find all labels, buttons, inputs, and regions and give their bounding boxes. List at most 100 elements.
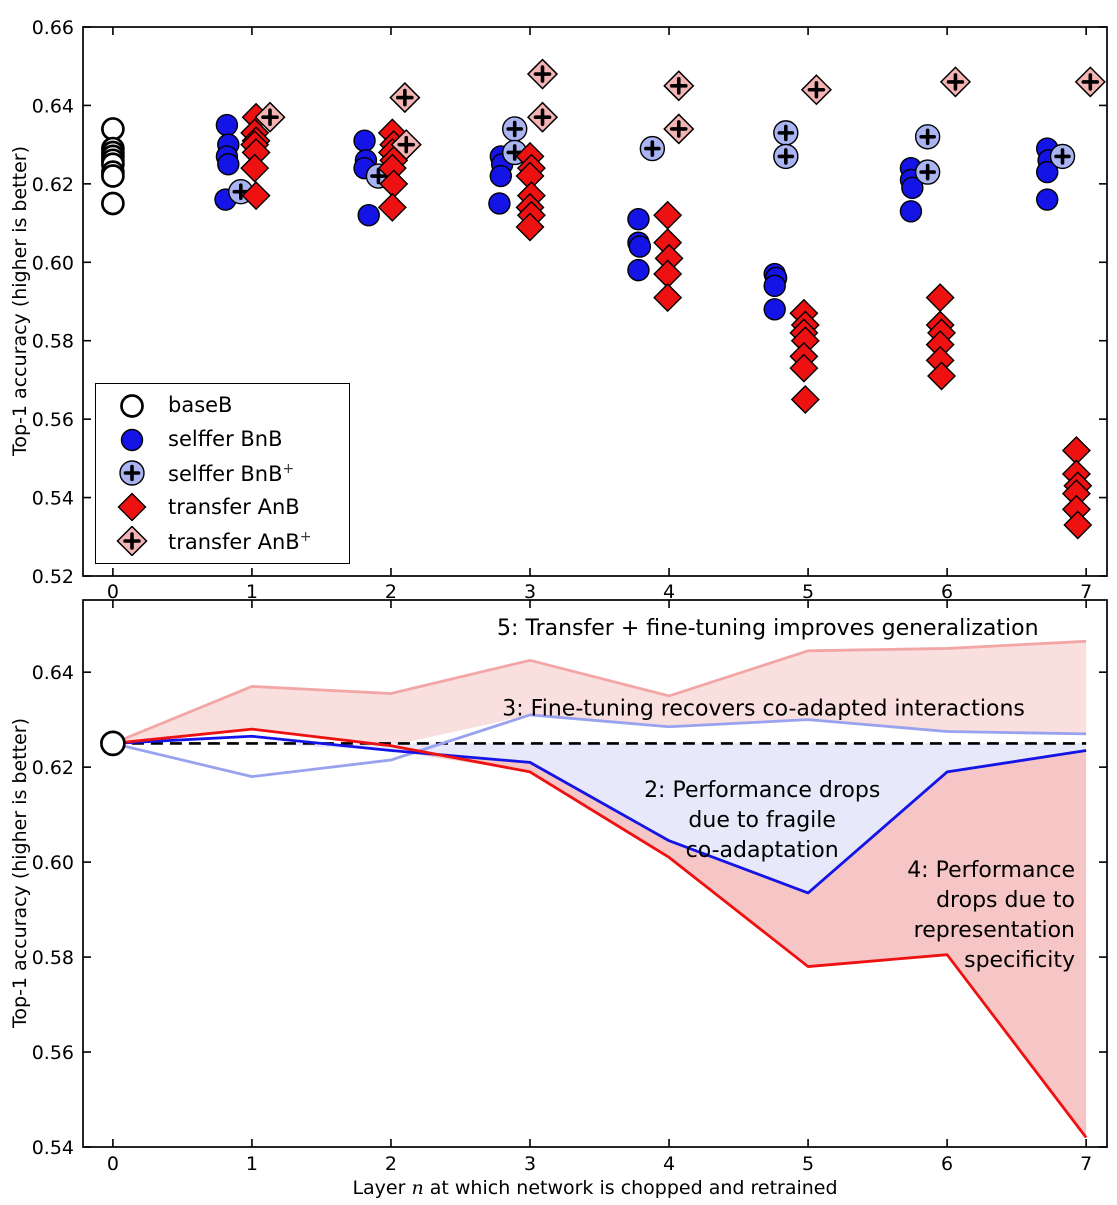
- top-panel-x-tick-label: 7: [1080, 581, 1092, 603]
- annotation-4-line: drops due to: [936, 888, 1075, 913]
- region-2-fragile-coadaptation: [112, 743, 1087, 893]
- line-selffer-BnB-mean: [112, 734, 1087, 895]
- point-selffer-BnB: [217, 153, 240, 176]
- point-transfer-AnB: [790, 385, 820, 415]
- annotation-2-line: co-adaptation: [686, 838, 839, 863]
- bottom-panel-y-tick-label: 0.64: [32, 662, 74, 684]
- top-panel-y-tick-label: 0.54: [32, 488, 74, 510]
- legend-item-selffer-BnB-plus: selffer BnB+: [110, 458, 347, 488]
- line-transfer-AnB-mean: [112, 727, 1088, 1139]
- baseline-marker: [100, 730, 126, 757]
- top-panel-x-tick-label: 0: [107, 581, 119, 603]
- top-panel-y-tick-label: 0.60: [32, 252, 74, 274]
- legend-item-baseB: baseB: [110, 391, 347, 421]
- x-axis-label-post: at which network is chopped and retraine…: [423, 1177, 838, 1199]
- legend-label-superscript: +: [282, 460, 295, 477]
- top-panel-x-tick-label: 1: [246, 581, 258, 603]
- top-panel-x-tick-label: 5: [802, 581, 814, 603]
- bottom-panel-x-tick-label: 1: [246, 1153, 258, 1175]
- legend: baseB selffer BnB selffer BnB+ transfer AnB…: [95, 383, 350, 564]
- annotation-2-line: 2: Performance drops: [644, 778, 880, 803]
- diamond-icon: [117, 492, 147, 522]
- point-selffer-BnB: [763, 274, 786, 298]
- annotation-4-line: specificity: [964, 948, 1075, 973]
- annotation-4-line: 4: Performance: [907, 858, 1075, 883]
- line-selffer-BnBplus-mean: [112, 713, 1087, 779]
- point-transfer-AnB: [240, 153, 270, 183]
- annotation-3-line: 3: Fine-tuning recovers co-adapted inter…: [502, 696, 1025, 721]
- bottom-panel-y-tick-label: 0.60: [32, 852, 74, 874]
- legend-label: transfer AnB+: [168, 528, 312, 554]
- top-panel-y-tick-label: 0.66: [32, 17, 74, 39]
- point-transfer-AnB: [1063, 510, 1093, 540]
- circle-plus-icon: [119, 460, 145, 487]
- bottom-panel-regions: [112, 641, 1087, 1138]
- point-transfer-AnB: [653, 200, 683, 230]
- bottom-panel-y-axis-label: Top-1 accuracy (higher is better): [9, 718, 31, 1028]
- legend-item-transfer-AnB-plus: transfer AnB+: [110, 526, 347, 557]
- bottom-panel-x-tick-label: 7: [1080, 1153, 1092, 1175]
- top-panel-y-tick-label: 0.56: [32, 409, 74, 431]
- point-selffer-BnB: [1036, 160, 1059, 184]
- bottom-panel-y-tick-label: 0.58: [32, 947, 74, 969]
- annotation-2-line: due to fragile: [688, 808, 836, 833]
- top-panel-x-tick-label: 4: [663, 581, 675, 603]
- point-selffer-BnB: [628, 235, 652, 258]
- point-transfer-AnB: [789, 353, 819, 383]
- top-panel-axes: 0 1 2 3 4 5 6 7 0.52 0.54 0.56 0.58 0.60 0.62 0.64 0.66: [32, 17, 1108, 603]
- point-selffer-BnB: [215, 113, 239, 137]
- open-circle-icon: [120, 394, 144, 418]
- top-panel-y-axis-label: Top-1 accuracy (higher is better): [9, 146, 31, 456]
- point-baseB: [101, 117, 125, 141]
- bottom-panel-x-tick-label: 0: [107, 1153, 119, 1175]
- point-selffer-BnB: [489, 164, 513, 188]
- legend-item-selffer-BnB: selffer BnB: [110, 425, 347, 455]
- legend-label: selffer BnB: [168, 427, 283, 452]
- point-selffer-BnB: [899, 200, 923, 223]
- top-panel-y-tick-label: 0.64: [32, 95, 74, 117]
- top-panel-y-tick-label: 0.62: [32, 174, 74, 196]
- bottom-panel-border: [82, 599, 1108, 1148]
- top-panel-x-tick-label: 3: [524, 581, 536, 603]
- legend-label: baseB: [168, 393, 233, 418]
- top-panel-points: [101, 58, 1106, 540]
- point-baseB: [101, 164, 125, 188]
- annotation-4-line: representation: [914, 918, 1075, 943]
- region-4-representation-specificity: [112, 736, 1087, 1138]
- bottom-panel-y-tick-label: 0.54: [32, 1137, 74, 1159]
- bottom-panel-x-tick-label: 4: [663, 1153, 675, 1175]
- annotation-3: 3: Fine-tuning recovers co-adapted inter…: [502, 696, 1025, 721]
- x-axis-label-pre: Layer: [352, 1177, 412, 1199]
- top-panel-border: [82, 26, 1108, 577]
- bottom-panel-x-tick-label: 6: [941, 1153, 953, 1175]
- top-panel-y-tick-label: 0.58: [32, 331, 74, 353]
- legend-open-circle-icon: [120, 394, 144, 418]
- bottom-panel-x-tick-label: 2: [385, 1153, 397, 1175]
- bottom-panel-y-tick-label: 0.62: [32, 757, 74, 779]
- point-transfer-AnB: [653, 283, 683, 313]
- point-transfer-AnB: [925, 283, 955, 313]
- x-axis-label-var: n: [411, 1177, 424, 1199]
- bottom-panel-lines: [112, 639, 1088, 1139]
- legend-item-transfer-AnB: transfer AnB: [110, 492, 347, 522]
- legend-circle-icon: [120, 428, 144, 451]
- point-selffer-BnB: [1036, 188, 1059, 211]
- bottom-panel-y-tick-label: 0.56: [32, 1042, 74, 1064]
- legend-label: transfer AnB: [168, 494, 300, 519]
- legend-label: selffer BnB+: [168, 460, 295, 486]
- annotation-5: 5: Transfer + fine-tuning improves gener…: [497, 616, 1039, 641]
- point-selffer-BnB: [627, 258, 650, 282]
- top-panel-x-tick-label: 6: [941, 581, 953, 603]
- legend-diamond-icon: [117, 492, 147, 522]
- annotation-5-line: 5: Transfer + fine-tuning improves gener…: [497, 616, 1039, 641]
- point-selffer-BnB: [488, 192, 511, 215]
- point-transfer-AnB: [241, 181, 271, 211]
- region-5-transfer-finetune: [112, 641, 1087, 746]
- point-selffer-BnB: [353, 129, 376, 152]
- diamond-plus-icon: [116, 526, 148, 557]
- annotation-4: 4: Performance drops due to representation…: [907, 858, 1075, 973]
- point-transfer-AnB: [515, 212, 545, 242]
- point-baseB: [101, 191, 125, 216]
- point-selffer-BnB: [357, 204, 380, 227]
